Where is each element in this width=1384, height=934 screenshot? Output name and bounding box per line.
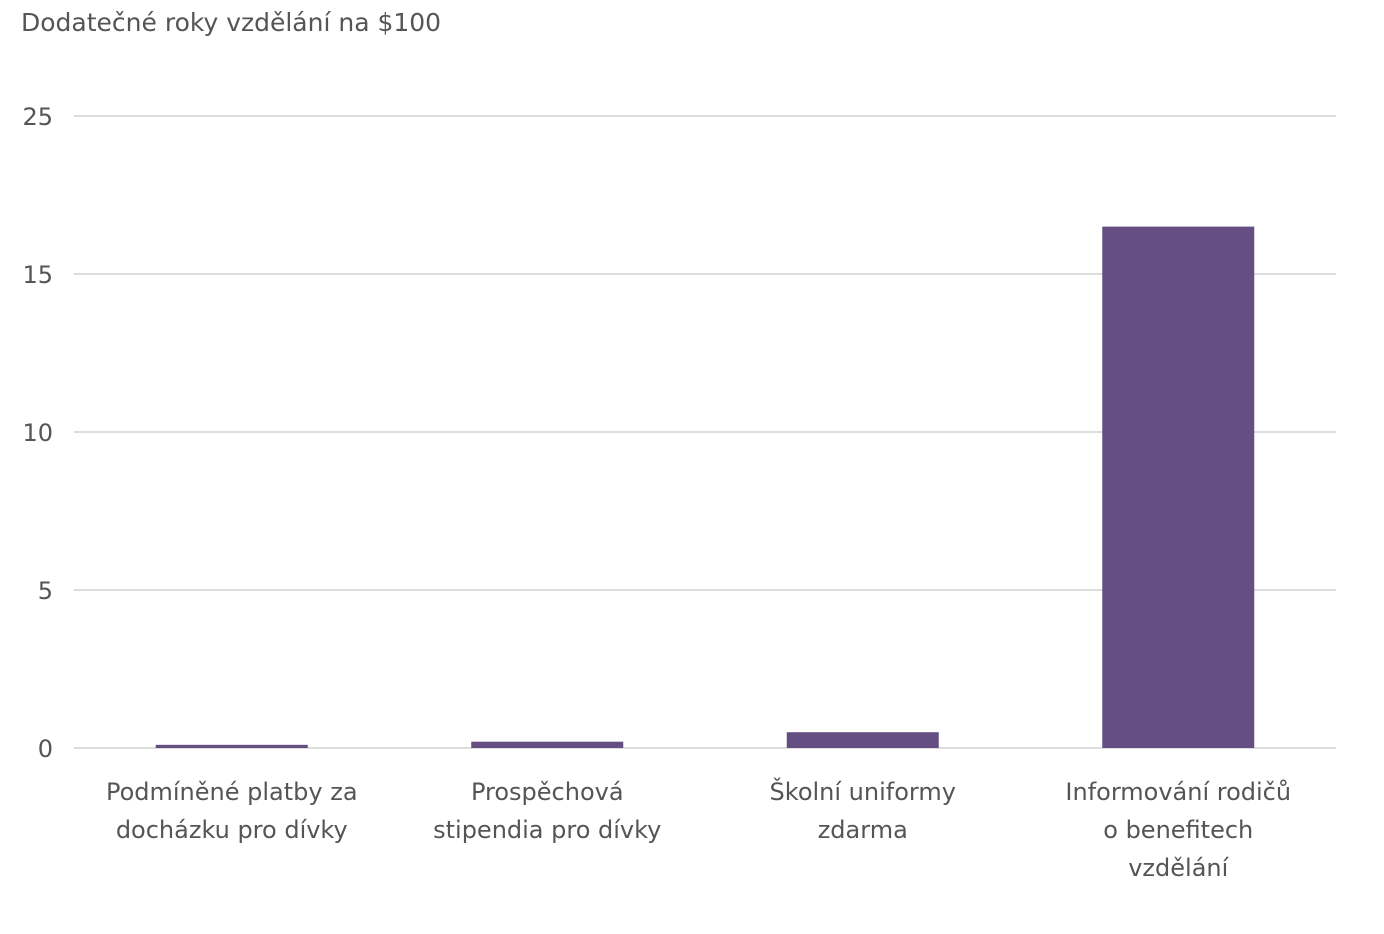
y-tick-label: 15 xyxy=(22,261,53,289)
y-tick-label: 0 xyxy=(38,735,53,763)
y-tick-label: 10 xyxy=(22,419,53,447)
x-tick-label: Podmíněné platby za docházku pro dívky xyxy=(106,778,358,844)
x-tick-label: Prospěchová stipendia pro dívky xyxy=(433,778,661,844)
y-tick-label: 5 xyxy=(38,577,53,605)
chart-title: Dodatečné roky vzdělání na $100 xyxy=(21,8,442,37)
bar xyxy=(786,732,939,748)
bar xyxy=(471,741,624,748)
x-tick-label: Informování rodičů o benefitech vzdělání xyxy=(1065,778,1291,882)
bar xyxy=(1102,226,1255,749)
y-tick-label: 25 xyxy=(22,103,53,131)
bar xyxy=(155,744,308,748)
x-tick-label: Školní uniformy zdarma xyxy=(770,776,956,844)
